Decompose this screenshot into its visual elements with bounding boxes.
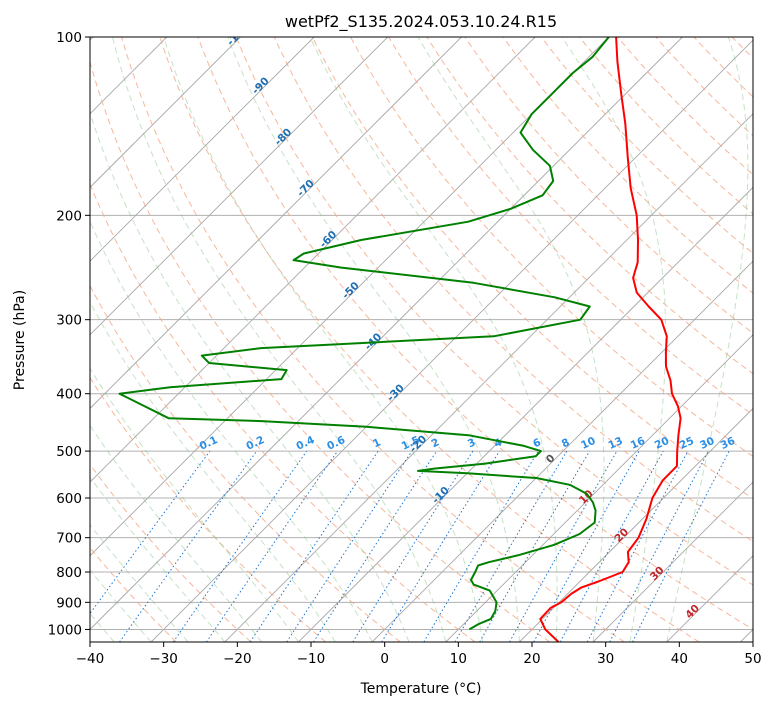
y-tick-label: 500 xyxy=(56,444,82,460)
x-axis-title: Temperature (°C) xyxy=(360,681,482,697)
mixing-ratio-label: 6 xyxy=(531,436,543,450)
mixing-ratio-line xyxy=(509,450,618,642)
dry-adiabat-line xyxy=(311,37,753,500)
isotherm-line xyxy=(90,37,610,557)
x-tick-label: 20 xyxy=(523,651,540,667)
profile-lines xyxy=(118,37,682,642)
moist-adiabat-line xyxy=(90,367,299,642)
dry-adiabat-line xyxy=(502,37,753,294)
isotherm-line xyxy=(150,39,753,642)
x-tick-label: −10 xyxy=(297,651,326,667)
isotherm-line xyxy=(90,37,389,336)
moist-adiabat-line xyxy=(227,37,520,642)
isotherm-line xyxy=(224,113,753,642)
mixing-ratio-label: 30 xyxy=(698,435,716,452)
x-tick-label: 0 xyxy=(380,651,389,667)
y-tick-label: 800 xyxy=(56,565,82,581)
dry-adiabat-line xyxy=(235,37,753,586)
moist-adiabat-line xyxy=(163,37,484,642)
isotherm-line xyxy=(90,37,462,410)
dry-adiabat-line xyxy=(159,37,700,642)
mixing-ratio-label: 20 xyxy=(653,435,671,452)
mixing-ratio-line xyxy=(286,450,413,642)
mixing-ratio-line xyxy=(205,450,338,642)
isotherm-line xyxy=(90,37,241,189)
mixing-ratio-label: 13 xyxy=(606,435,624,452)
mixing-ratio-line xyxy=(352,450,474,642)
mixing-ratio-label: 3 xyxy=(466,436,478,450)
mixing-ratio-label: 1 xyxy=(371,436,383,450)
moist-adiabat-line xyxy=(112,37,447,642)
y-tick-label: 200 xyxy=(56,208,82,224)
x-tick-label: −40 xyxy=(76,651,105,667)
dewpoint-profile-line xyxy=(118,37,610,631)
plot-frame xyxy=(89,36,754,643)
mixing-ratio-line xyxy=(381,450,500,642)
reference-lines xyxy=(90,37,775,642)
y-tick-label: 100 xyxy=(56,30,82,46)
dry-adiabat-line xyxy=(90,60,551,642)
mixing-ratio-label: 16 xyxy=(629,435,647,452)
x-tick-label: −30 xyxy=(149,651,178,667)
y-tick-label: 600 xyxy=(56,491,82,507)
mixing-ratio-line xyxy=(90,450,211,615)
x-tick-label: −20 xyxy=(223,651,252,667)
moist-adiabat-line xyxy=(666,37,749,642)
isotherm-line xyxy=(90,37,315,262)
mixing-ratio-label: 2 xyxy=(430,436,442,450)
x-axis-ticks: −40 −30 −20 −10 0 10 20 30 40 50 xyxy=(76,642,762,667)
dry-adiabat-line xyxy=(273,37,753,543)
x-tick-label: 10 xyxy=(450,651,467,667)
moist-adiabat-line xyxy=(417,37,605,642)
mixing-ratio-label: 36 xyxy=(719,435,737,452)
dry-adiabat-line xyxy=(90,463,252,642)
mixing-ratio-label: 4 xyxy=(492,436,504,450)
chart-title: wetPf2_S135.2024.053.10.24.R15 xyxy=(285,12,557,32)
x-tick-label: 30 xyxy=(597,651,614,667)
y-tick-label: 400 xyxy=(56,387,82,403)
isotherm-line xyxy=(371,260,753,642)
y-tick-label: 1000 xyxy=(48,622,82,638)
isotherm-line xyxy=(519,407,753,642)
mixing-ratio-label: 25 xyxy=(678,435,696,452)
mixing-ratio-line xyxy=(249,450,379,642)
isotherm-line xyxy=(592,481,753,642)
y-tick-label: 900 xyxy=(56,595,82,611)
mixing-ratio-line xyxy=(533,450,640,642)
mixing-ratio-line xyxy=(119,450,258,642)
dry-adiabat-line xyxy=(197,37,753,630)
moist-adiabat-line xyxy=(90,424,262,642)
isotherm-line xyxy=(445,334,753,642)
moist-adiabat-line xyxy=(561,37,667,642)
temperature-profile-line xyxy=(539,37,682,642)
reference-labels: 0.1 0.2 0.4 0.6 1 1.5 2 3 4 6 8 10 13 16 20 25 30 36-100-… xyxy=(198,21,737,621)
moist-adiabat-line xyxy=(90,569,152,642)
isotherm-label: -100 xyxy=(225,21,252,48)
dry-adiabat-line xyxy=(90,376,327,642)
moist-adiabat-line xyxy=(90,111,410,642)
mixing-ratio-line xyxy=(313,450,438,642)
mixing-ratio-line xyxy=(632,450,730,642)
mixing-ratio-label: 8 xyxy=(560,436,572,450)
y-tick-label: 700 xyxy=(56,531,82,547)
moist-adiabat-line xyxy=(90,524,189,642)
x-tick-label: 40 xyxy=(671,651,688,667)
mixing-ratio-line xyxy=(559,450,664,642)
moist-adiabat-line xyxy=(90,476,226,642)
moist-adiabat-line xyxy=(90,220,373,642)
y-axis-title: Pressure (hPa) xyxy=(12,290,28,390)
mixing-ratio-label: 10 xyxy=(579,435,597,452)
isotherm-line xyxy=(90,37,683,631)
moist-adiabat-line xyxy=(90,301,336,642)
mixing-ratio-line xyxy=(172,450,308,642)
dry-adiabat-line xyxy=(770,37,775,642)
y-tick-label: 300 xyxy=(56,313,82,329)
x-tick-label: 50 xyxy=(744,651,761,667)
y-axis-ticks: 100 200 300 400 500 600 700 800 900 1000 xyxy=(48,30,90,638)
isotherm-line xyxy=(90,37,536,483)
